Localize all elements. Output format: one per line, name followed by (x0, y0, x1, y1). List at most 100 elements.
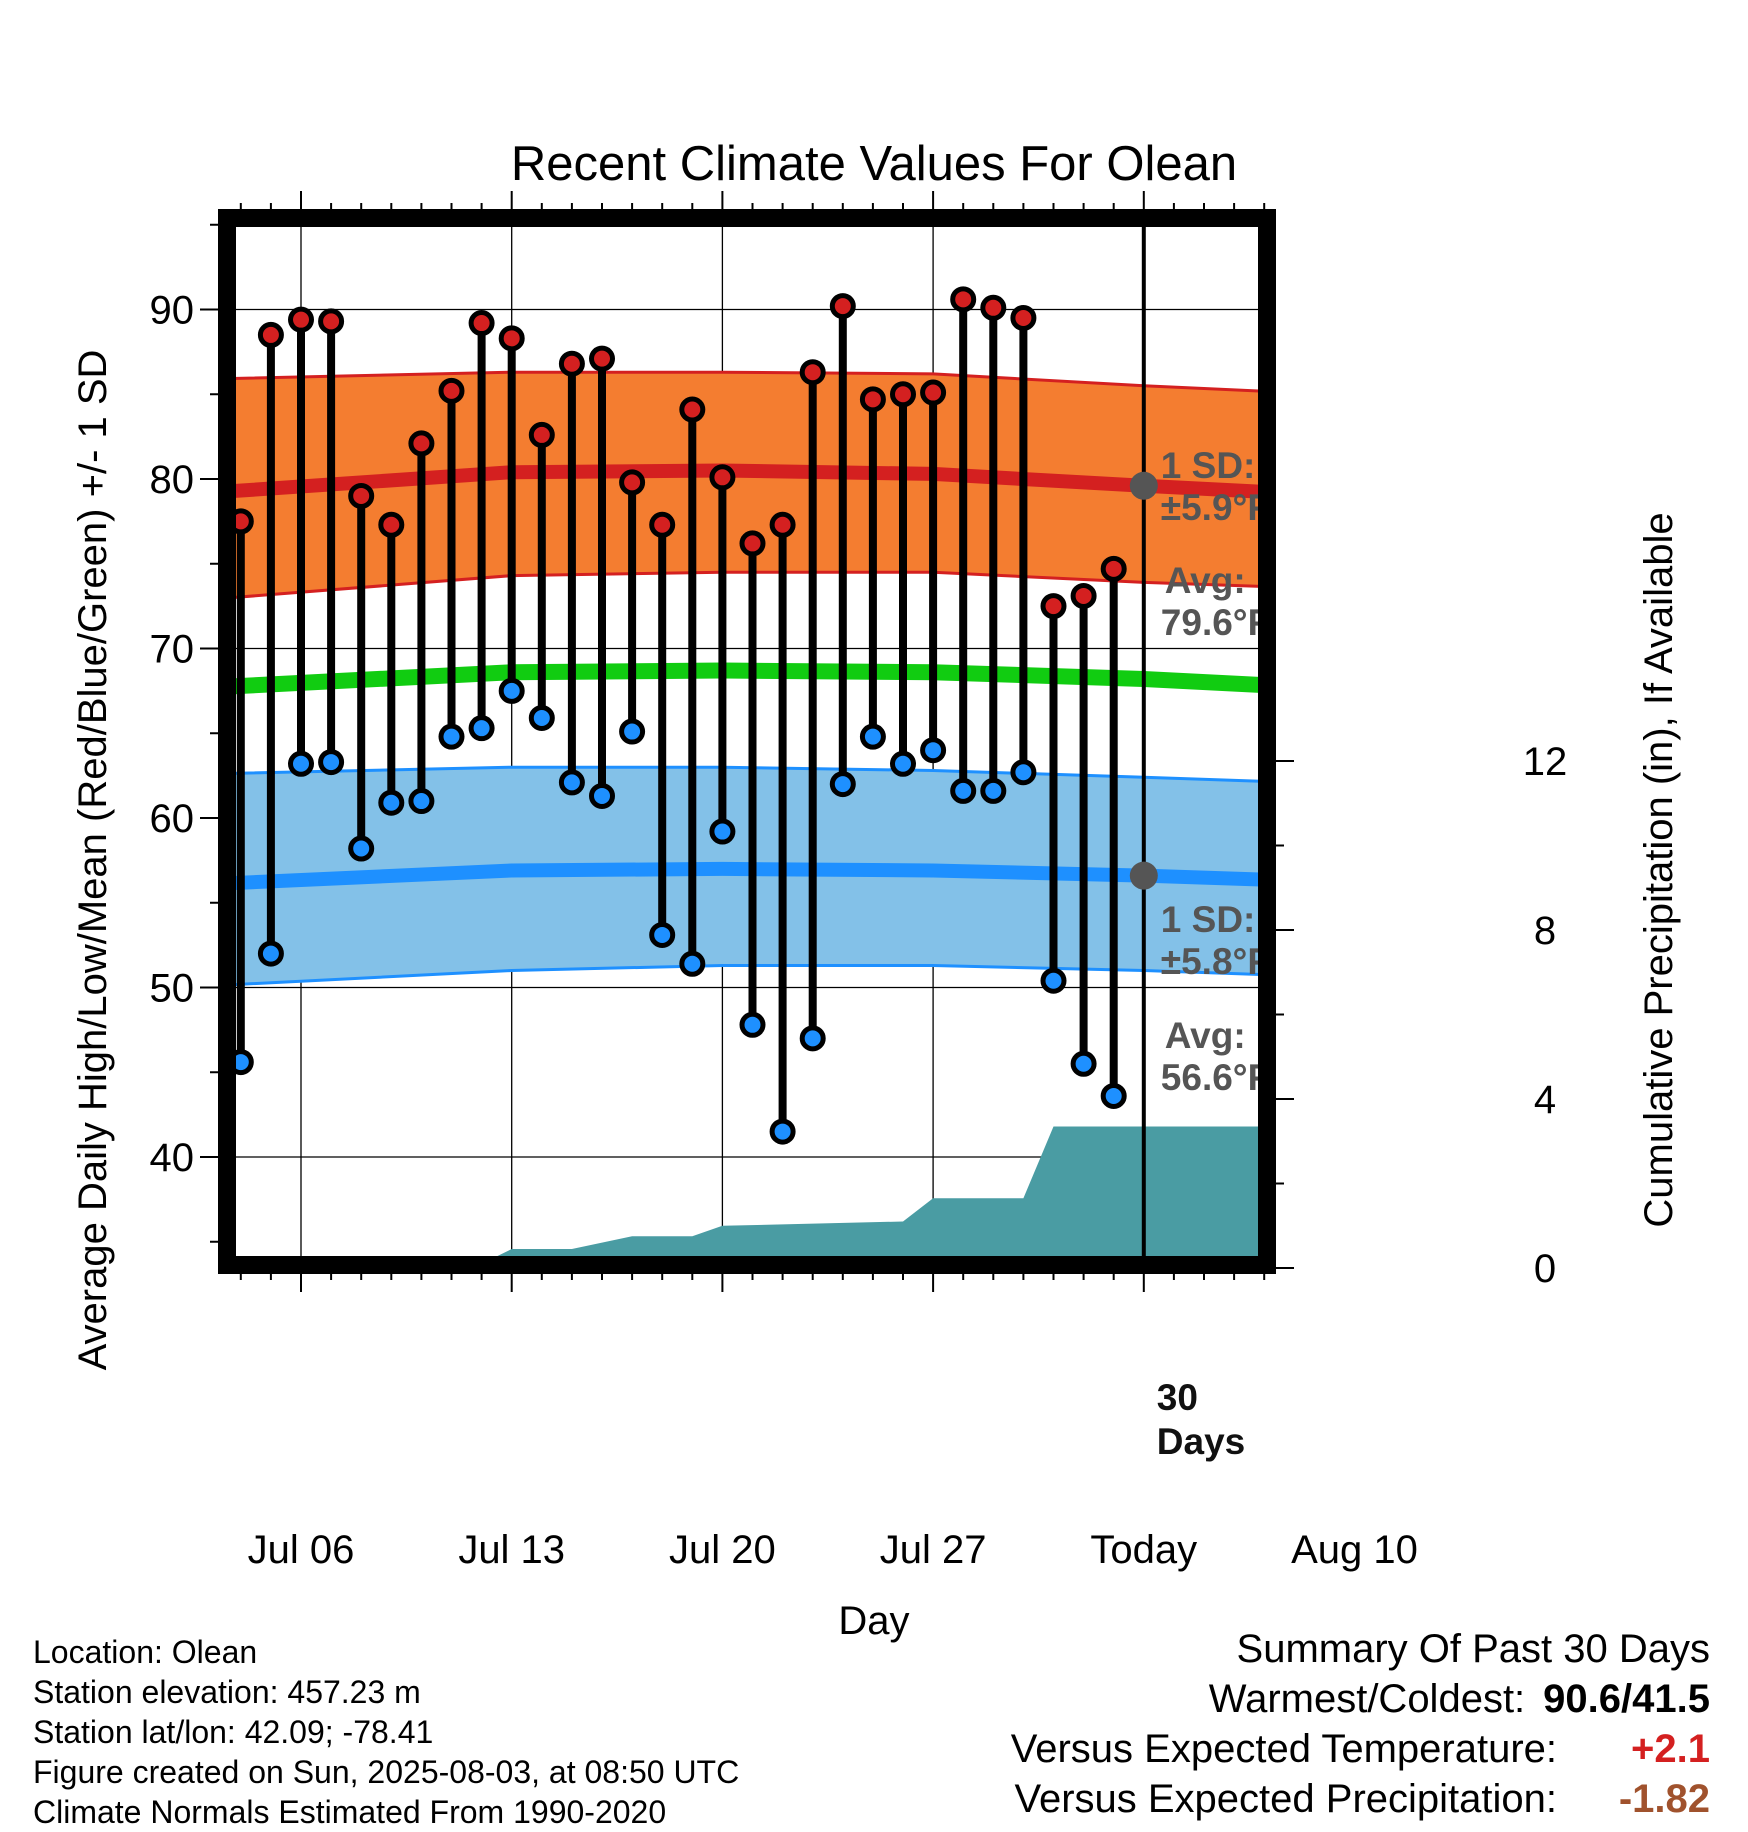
low-sd-band-lower-edge (232, 964, 1264, 987)
low-point (257, 940, 284, 967)
low-point (709, 818, 736, 845)
summary-title: Summary Of Past 30 Days (1236, 1627, 1710, 1671)
y2-axis-label: Cumulative Precipitation (in), If Availa… (1637, 512, 1681, 1227)
location-text: Location: Olean (33, 1634, 258, 1670)
precip-label: Versus Expected Precipitation: (1014, 1777, 1557, 1821)
y2-tick-label: 12 (1523, 740, 1568, 784)
precip-area (232, 1126, 1264, 1260)
low-point (438, 723, 465, 750)
high-point (920, 379, 947, 406)
x-tick-label: Jul 27 (880, 1528, 987, 1572)
high-point (709, 464, 736, 491)
mean-line (232, 662, 1264, 695)
low-point (1070, 1050, 1097, 1077)
low-avg-value: 56.6°F (1161, 1057, 1270, 1098)
low-point (829, 771, 856, 798)
temp-label: Versus Expected Temperature: (1010, 1727, 1557, 1771)
y-tick-label: 40 (150, 1136, 195, 1180)
high-point (468, 310, 495, 337)
high-point (799, 359, 826, 386)
plot-frame (218, 209, 1276, 1274)
y-tick-label: 90 (150, 289, 195, 333)
low-sd-label: 1 SD: (1161, 899, 1256, 940)
low-avg-line (232, 861, 1264, 891)
latlon-text: Station lat/lon: 42.09; -78.41 (33, 1714, 434, 1750)
high-sd-label: 1 SD: (1161, 445, 1256, 486)
temp-value: +2.1 (1631, 1727, 1710, 1771)
high-point (378, 511, 405, 538)
low-point (318, 749, 345, 776)
high-point (528, 421, 555, 448)
high-point (859, 386, 886, 413)
low-sd-value: ±5.8°F (1161, 941, 1270, 982)
low-point (859, 723, 886, 750)
precip-value: -1.82 (1618, 1777, 1710, 1821)
high-point (589, 345, 615, 372)
x-tick-label: Jul 20 (669, 1528, 776, 1572)
low-point (378, 789, 405, 816)
station-info: Location: Olean Station elevation: 457.2… (33, 1632, 739, 1832)
warmest-value: 90.6/41.5 (1543, 1677, 1710, 1721)
normals-text: Climate Normals Estimated From 1990-2020 (33, 1794, 667, 1830)
period-unit: Days (1157, 1421, 1245, 1462)
low-point (232, 1049, 254, 1076)
y-tick-label: 50 (150, 967, 195, 1011)
low-point (799, 1025, 826, 1052)
low-point (679, 950, 706, 977)
high-point (498, 325, 525, 352)
low-point (1010, 759, 1037, 786)
high-avg-label: Avg: (1165, 560, 1246, 601)
low-point (558, 769, 585, 796)
high-avg-line (232, 463, 1264, 499)
high-point (679, 396, 706, 423)
high-point (232, 508, 254, 535)
low-point (498, 677, 525, 704)
high-point (950, 286, 977, 313)
x-tick-label: Today (1090, 1528, 1197, 1572)
high-point (438, 377, 465, 404)
high-point (980, 294, 1007, 321)
low-point (589, 782, 615, 809)
high-point (318, 308, 345, 335)
x-tick-label: Jul 06 (248, 1528, 355, 1572)
low-avg-marker (1129, 861, 1158, 890)
high-point (1010, 304, 1037, 331)
low-point (769, 1118, 796, 1145)
high-point (558, 350, 585, 377)
low-avg-label: Avg: (1165, 1015, 1246, 1056)
high-avg-marker (1129, 471, 1158, 500)
high-sd-value: ±5.9°F (1161, 487, 1270, 528)
high-point (408, 430, 435, 457)
high-sd-band-lower-edge (232, 570, 1264, 600)
y-tick-label: 70 (150, 628, 195, 672)
high-sd-band-upper-edge (232, 370, 1264, 393)
chart-title: Recent Climate Values For Olean (511, 137, 1237, 191)
y2-tick-label: 0 (1534, 1247, 1556, 1291)
high-point (348, 482, 375, 509)
elevation-text: Station elevation: 457.23 m (33, 1674, 421, 1710)
low-point (619, 718, 646, 745)
high-point (769, 511, 796, 538)
y2-tick-label: 4 (1534, 1078, 1556, 1122)
period-number: 30 (1157, 1377, 1198, 1418)
y-axis-label: Average Daily High/Low/Mean (Red/Blue/Gr… (71, 350, 115, 1371)
low-point (528, 704, 555, 731)
low-point (468, 715, 495, 742)
high-point (288, 306, 314, 333)
high-point (890, 381, 916, 408)
y-tick-label: 60 (150, 797, 195, 841)
low-point (288, 750, 314, 777)
summary-panel: Summary Of Past 30 Days Warmest/Coldest:… (1011, 1624, 1710, 1824)
high-sd-band (232, 372, 1264, 598)
high-point (739, 530, 766, 557)
x-axis-label: Day (838, 1599, 909, 1643)
low-point (1100, 1082, 1127, 1109)
x-tick-label: Aug 10 (1291, 1528, 1418, 1572)
low-point (920, 737, 947, 764)
y2-tick-label: 8 (1534, 909, 1556, 953)
high-point (829, 293, 856, 320)
low-point (348, 835, 375, 862)
high-point (619, 469, 646, 496)
plot-clip-group (232, 223, 1264, 1260)
summary-precip-row: Versus Expected Precipitation: -1.82 (1011, 1774, 1710, 1824)
